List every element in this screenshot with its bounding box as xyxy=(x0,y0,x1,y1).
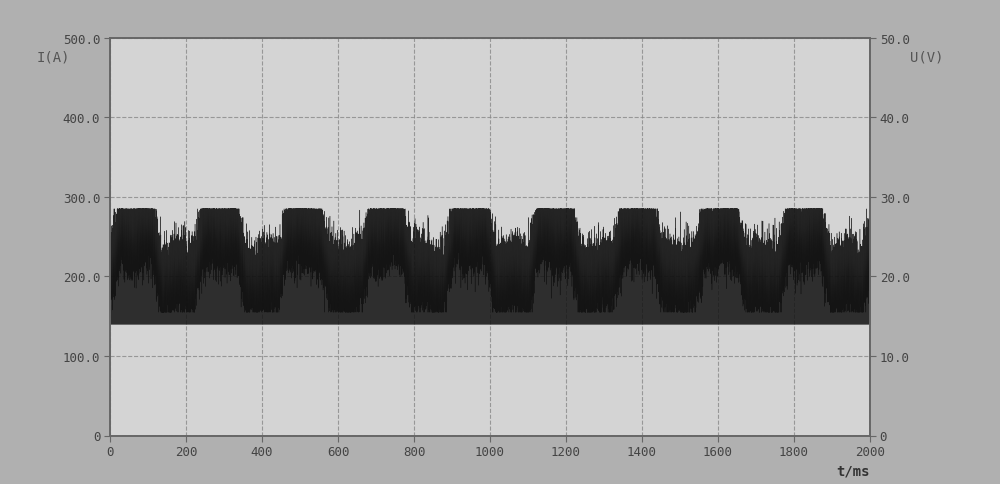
Text: U(V): U(V) xyxy=(910,51,944,64)
Text: I(A): I(A) xyxy=(36,51,70,64)
Text: t/ms: t/ms xyxy=(836,463,870,477)
